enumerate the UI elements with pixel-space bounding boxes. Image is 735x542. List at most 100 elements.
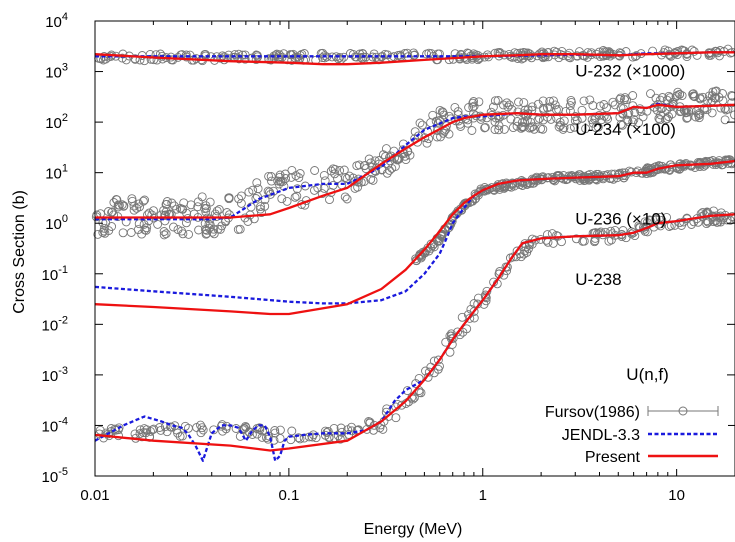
fursov-point [183,423,193,433]
plot-frame [94,20,735,477]
fursov-point [550,100,560,110]
fursov-point [328,180,338,190]
fursov-point [256,202,265,212]
x-axis-title: Energy (MeV) [364,521,463,538]
fursov-point [252,192,262,201]
fursov-point [149,206,158,216]
fursov-point [595,52,605,62]
fursov-point [718,89,727,98]
fursov-point [559,171,569,180]
fursov-point [581,124,591,134]
fursov-point [257,432,267,442]
y-tick-exponent: 1 [62,163,68,175]
fursov-point [355,49,365,59]
fursov-point [591,123,601,133]
fursov-point [488,102,498,112]
y-tick-base: 10 [45,14,62,31]
fursov-point [161,207,171,216]
x-tick-label: 0.1 [278,487,299,504]
y-tick-label: 10-4 [42,415,68,435]
fursov-point [549,96,558,106]
fursov-point [186,200,196,210]
y-tick-label: 103 [45,62,68,82]
fursov-point [552,47,562,57]
fursov-point [263,434,273,444]
legend-label-present: Present [585,449,641,466]
fursov-point [292,191,302,201]
fursov-point [103,429,113,439]
fursov-point [615,94,625,104]
fursov-point [703,217,713,227]
fursov-point [513,49,522,58]
y-tick-exponent: -5 [58,466,68,478]
y-tick-base: 10 [42,267,59,284]
fursov-point [469,109,478,119]
fursov-point [295,434,305,444]
fursov-point [513,107,523,117]
fursov-point [480,123,490,133]
fursov-point [513,177,523,187]
fursov-point [495,49,505,58]
fursov-point [710,93,720,103]
fursov-point [240,213,250,223]
fursov-point [673,47,683,56]
fursov-point [378,150,388,160]
fursov-point [698,92,708,102]
fursov-point [224,194,234,204]
fursov-point [450,102,460,112]
fursov-point [307,432,317,442]
fursov-point [720,115,730,125]
fursov-point [570,112,580,121]
fursov-point [470,189,480,199]
fursov-point [236,198,246,208]
fursov-point [505,253,515,263]
fursov-point [140,195,150,205]
fursov-point [695,93,705,103]
y-tick-label: 101 [45,163,68,183]
y-axis-title: Cross Section (b) [11,190,28,314]
fursov-point [286,172,296,182]
fursov-point [434,236,444,245]
fursov-point [689,91,699,101]
fursov-point [319,170,329,180]
fursov-point [217,221,227,231]
fursov-point [652,105,662,115]
fursov-point [416,388,426,398]
fursov-point [277,194,287,204]
fursov-point [398,145,408,155]
fursov-point [142,223,152,233]
y-tick-base: 10 [42,469,59,486]
fursov-point [481,290,490,300]
fursov-point [333,54,343,64]
fursov-point [126,228,136,237]
fursov-point [463,118,473,128]
fursov-point [172,204,182,214]
fursov-point [320,53,330,63]
curve-annotation: U(n,f) [626,365,669,384]
fursov-point [294,433,303,443]
fursov-point [533,115,543,125]
fursov-point [435,116,445,126]
fursov-point [253,184,263,194]
fursov-point [275,425,285,435]
y-tick-exponent: -2 [58,314,68,326]
present-curve-u-232 [94,51,735,66]
fursov-point [100,228,110,238]
fursov-point [573,171,583,181]
fursov-point [713,217,723,227]
fursov-point [474,54,484,64]
fursov-point [661,115,670,125]
fursov-point [422,138,432,148]
fursov-point [99,223,109,233]
fursov-point [689,46,699,56]
fursov-point [415,249,425,259]
fursov-point [402,386,412,396]
fursov-point [467,126,477,135]
fursov-point [326,166,336,176]
fursov-point [469,97,479,106]
fursov-point [646,89,655,99]
fursov-point [453,327,463,337]
fursov-point [463,115,473,125]
jendl-curve-u-236 [94,159,735,305]
fursov-point [342,174,352,184]
